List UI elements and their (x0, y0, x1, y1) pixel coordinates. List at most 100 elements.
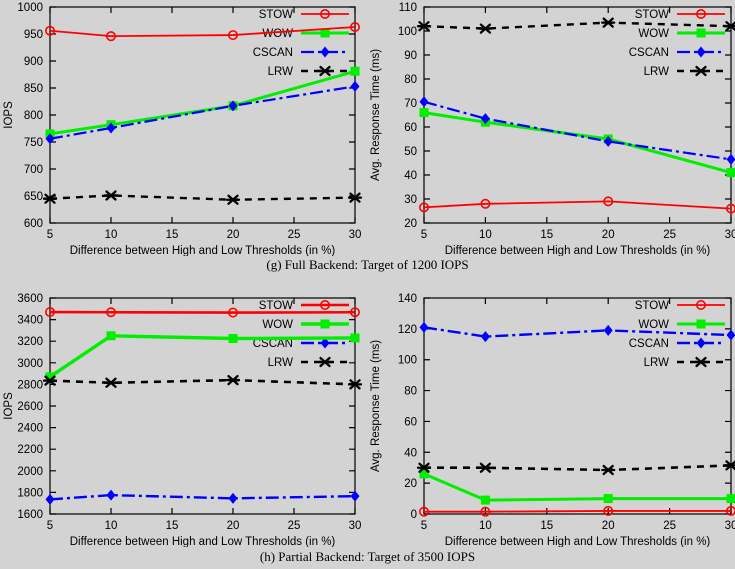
y-tick-label: 120 (398, 324, 417, 336)
legend-label: WOW (262, 319, 293, 331)
legend-entry-stow: STOW (635, 300, 725, 312)
legend-entry-wow: WOW (262, 319, 349, 331)
series-lrw-marker (347, 379, 363, 390)
x-tick-label: 20 (227, 520, 240, 532)
y-tick-label: 140 (398, 293, 417, 305)
y-tick-label: 750 (24, 137, 43, 149)
y-tick-label: 90 (404, 50, 417, 62)
legend-marker-filled-square (696, 319, 706, 329)
y-axis-label: IOPS (3, 101, 15, 129)
chart-partial-backend-iops: 5 10 15 20 25 30 1600 1800 2000 2200 2400 2600 2800 3… (0, 291, 368, 548)
x-tick-label: 20 (227, 229, 240, 241)
y-tick-label: 2200 (17, 444, 43, 456)
legend-label: CSCAN (253, 338, 293, 350)
series-stow-line (424, 510, 731, 513)
series-lrw-marker (416, 462, 432, 473)
series-cscan-marker (603, 324, 613, 336)
y-tick-label: 1000 (17, 2, 43, 14)
series-cscan-line (49, 85, 356, 140)
y-tick-label: 50 (404, 146, 417, 158)
legend-label: LRW (644, 66, 669, 78)
legend-entry-stow: STOW (635, 9, 725, 21)
legend-entry-lrw: LRW (644, 65, 725, 78)
y-tick-label: 100 (398, 355, 417, 367)
x-tick-label: 20 (602, 520, 615, 532)
x-tick-label: 5 (421, 520, 427, 532)
series-stow-marker (228, 30, 239, 41)
x-tick-label: 25 (288, 520, 301, 532)
legend-label: CSCAN (629, 47, 669, 59)
series-cscan-marker (603, 135, 613, 147)
y-tick-label: 2600 (17, 401, 43, 413)
series-lrw-marker (103, 377, 119, 388)
legend-label: STOW (259, 300, 293, 312)
x-axis-label: Difference between High and Low Threshol… (70, 245, 336, 256)
series-stow-marker (106, 31, 117, 42)
legend-entry-stow: STOW (259, 9, 349, 21)
x-tick-label: 5 (421, 229, 427, 241)
y-tick-label: 600 (24, 218, 43, 230)
y-tick-label: 40 (404, 170, 417, 182)
series-lrw-marker (601, 464, 616, 476)
legend-entry-cscan: CSCAN (253, 337, 349, 350)
series-stow-marker (106, 307, 117, 318)
y-tick-label: 60 (404, 416, 417, 428)
chart-full-backend-iops: 5 10 15 20 25 30 600 650 700 750 800 850 900 950 1000 D… (0, 0, 368, 257)
y-tick-label: 3200 (17, 336, 43, 348)
y-tick-label: 20 (404, 218, 417, 230)
series-wow-marker (603, 494, 613, 504)
legend-entry-lrw: LRW (268, 356, 349, 369)
legend-label: CSCAN (629, 338, 669, 350)
series-wow-marker (106, 331, 116, 341)
plot-border (49, 6, 356, 224)
partial-backend-iops-svg: 5 10 15 20 25 30 1600 1800 2000 2200 2400 2600 2800 3… (3, 293, 363, 548)
series-wow-line (49, 334, 356, 379)
y-tick-label: 2000 (17, 466, 43, 478)
legend-marker-filled-diamond (320, 337, 330, 349)
series-stow-marker (480, 198, 491, 209)
series-cscan-marker (106, 122, 116, 134)
y-tick-label: 80 (404, 386, 417, 398)
legend-entry-stow: STOW (259, 300, 349, 312)
series-stow-marker (603, 196, 614, 207)
series-stow-line (49, 26, 356, 38)
y-tick-label: 950 (24, 29, 43, 41)
series-wow-marker (726, 168, 735, 178)
x-tick-label: 30 (349, 520, 362, 532)
legend-marker-filled-diamond (320, 46, 330, 58)
series-stow-marker (603, 505, 614, 516)
x-tick-label: 25 (288, 229, 301, 241)
series-lrw-marker (225, 374, 241, 386)
x-axis-label: Difference between High and Low Threshol… (70, 536, 336, 547)
series-wow-marker (228, 334, 238, 343)
series-lrw-line (49, 378, 356, 386)
x-tick-label: 25 (663, 520, 676, 532)
legend-marker-open-circle (695, 300, 706, 310)
series-lrw-marker (478, 462, 493, 473)
series-cscan-marker (726, 329, 735, 341)
full-backend-response-time-svg: 5 10 15 20 25 30 20 30 40 50 60 70 80 90 100 110 Differe… (370, 2, 735, 257)
series-cscan-marker (419, 321, 429, 333)
y-tick-label: 650 (24, 191, 43, 203)
legend-label: LRW (268, 357, 293, 369)
x-tick-label: 15 (540, 520, 553, 532)
legend-label: LRW (644, 357, 669, 369)
y-tick-label: 2800 (17, 379, 43, 391)
series-wow-line (423, 472, 731, 502)
series-cscan-marker (228, 492, 238, 504)
series-cscan-marker (45, 493, 55, 505)
legend-label: STOW (635, 9, 669, 21)
series-cscan-line (49, 493, 356, 501)
chart-partial-backend-response-time: 5 10 15 20 25 30 0 20 40 60 80 100 120 140 Difference … (367, 291, 735, 548)
legend-marker-asterisk (693, 356, 709, 368)
plot-border (423, 297, 732, 515)
series-lrw-marker (416, 21, 432, 32)
y-tick-label: 40 (404, 447, 417, 459)
legend-label: WOW (638, 28, 669, 40)
legend-marker-open-circle (695, 9, 706, 19)
x-tick-label: 30 (725, 229, 735, 241)
x-tick-label: 15 (166, 229, 179, 241)
series-cscan-marker (480, 331, 490, 343)
series-cscan-line (423, 100, 732, 161)
